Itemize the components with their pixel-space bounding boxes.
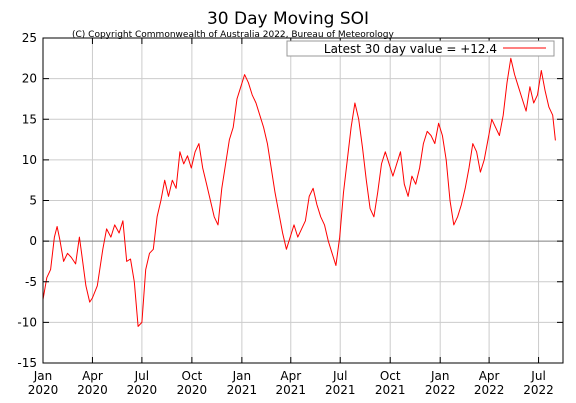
- x-tick-label-year: 2021: [227, 383, 258, 397]
- chart-title: 30 Day Moving SOI: [207, 9, 369, 29]
- y-tick-label: 15: [22, 112, 37, 126]
- x-tick-label-year: 2020: [28, 383, 59, 397]
- x-tick-label-month: Jan: [33, 369, 53, 383]
- x-tick-label-year: 2020: [127, 383, 158, 397]
- series-group: [42, 57, 556, 327]
- y-tick-label: 25: [22, 31, 37, 45]
- y-tick-label: 10: [22, 153, 37, 167]
- chart-subtitle: (C) Copyright Commonwealth of Australia …: [72, 30, 395, 40]
- x-tick-label-year: 2020: [77, 383, 108, 397]
- x-tick-label-year: 2021: [325, 383, 356, 397]
- x-tick-label-year: 2022: [425, 383, 456, 397]
- x-tick-label-month: Apr: [280, 369, 301, 383]
- y-axis: -15 -10 -5 0 5 10 15 20 25: [17, 31, 563, 370]
- x-axis: Jan2020Apr2020Jul2020Oct2020Jan2021Apr20…: [28, 38, 554, 397]
- y-tick-label: -10: [17, 315, 37, 329]
- y-tick-label: -5: [25, 275, 37, 289]
- x-tick-label-month: Jul: [332, 369, 347, 383]
- x-tick-label-month: Oct: [380, 369, 401, 383]
- legend: Latest 30 day value = +12.4: [286, 40, 555, 57]
- gridlines: [42, 37, 563, 364]
- x-tick-label-year: 2020: [177, 383, 208, 397]
- x-tick-label-year: 2022: [474, 383, 505, 397]
- x-tick-label-month: Apr: [479, 369, 500, 383]
- soi-series-line: [42, 57, 556, 327]
- x-tick-label-year: 2021: [276, 383, 307, 397]
- x-tick-label-month: Jan: [232, 369, 252, 383]
- y-tick-label: -15: [17, 356, 37, 370]
- x-tick-label-month: Jul: [530, 369, 545, 383]
- y-tick-label: 5: [29, 194, 37, 208]
- x-tick-label-month: Apr: [82, 369, 103, 383]
- y-tick-label: 0: [29, 234, 37, 248]
- x-tick-label-month: Jul: [134, 369, 149, 383]
- y-tick-label: 20: [22, 72, 37, 86]
- x-tick-label-year: 2022: [523, 383, 554, 397]
- x-tick-label-month: Oct: [182, 369, 203, 383]
- legend-box: [286, 40, 555, 57]
- x-tick-label-month: Jan: [430, 369, 450, 383]
- legend-label: Latest 30 day value = +12.4: [324, 42, 497, 56]
- x-tick-label-year: 2021: [375, 383, 406, 397]
